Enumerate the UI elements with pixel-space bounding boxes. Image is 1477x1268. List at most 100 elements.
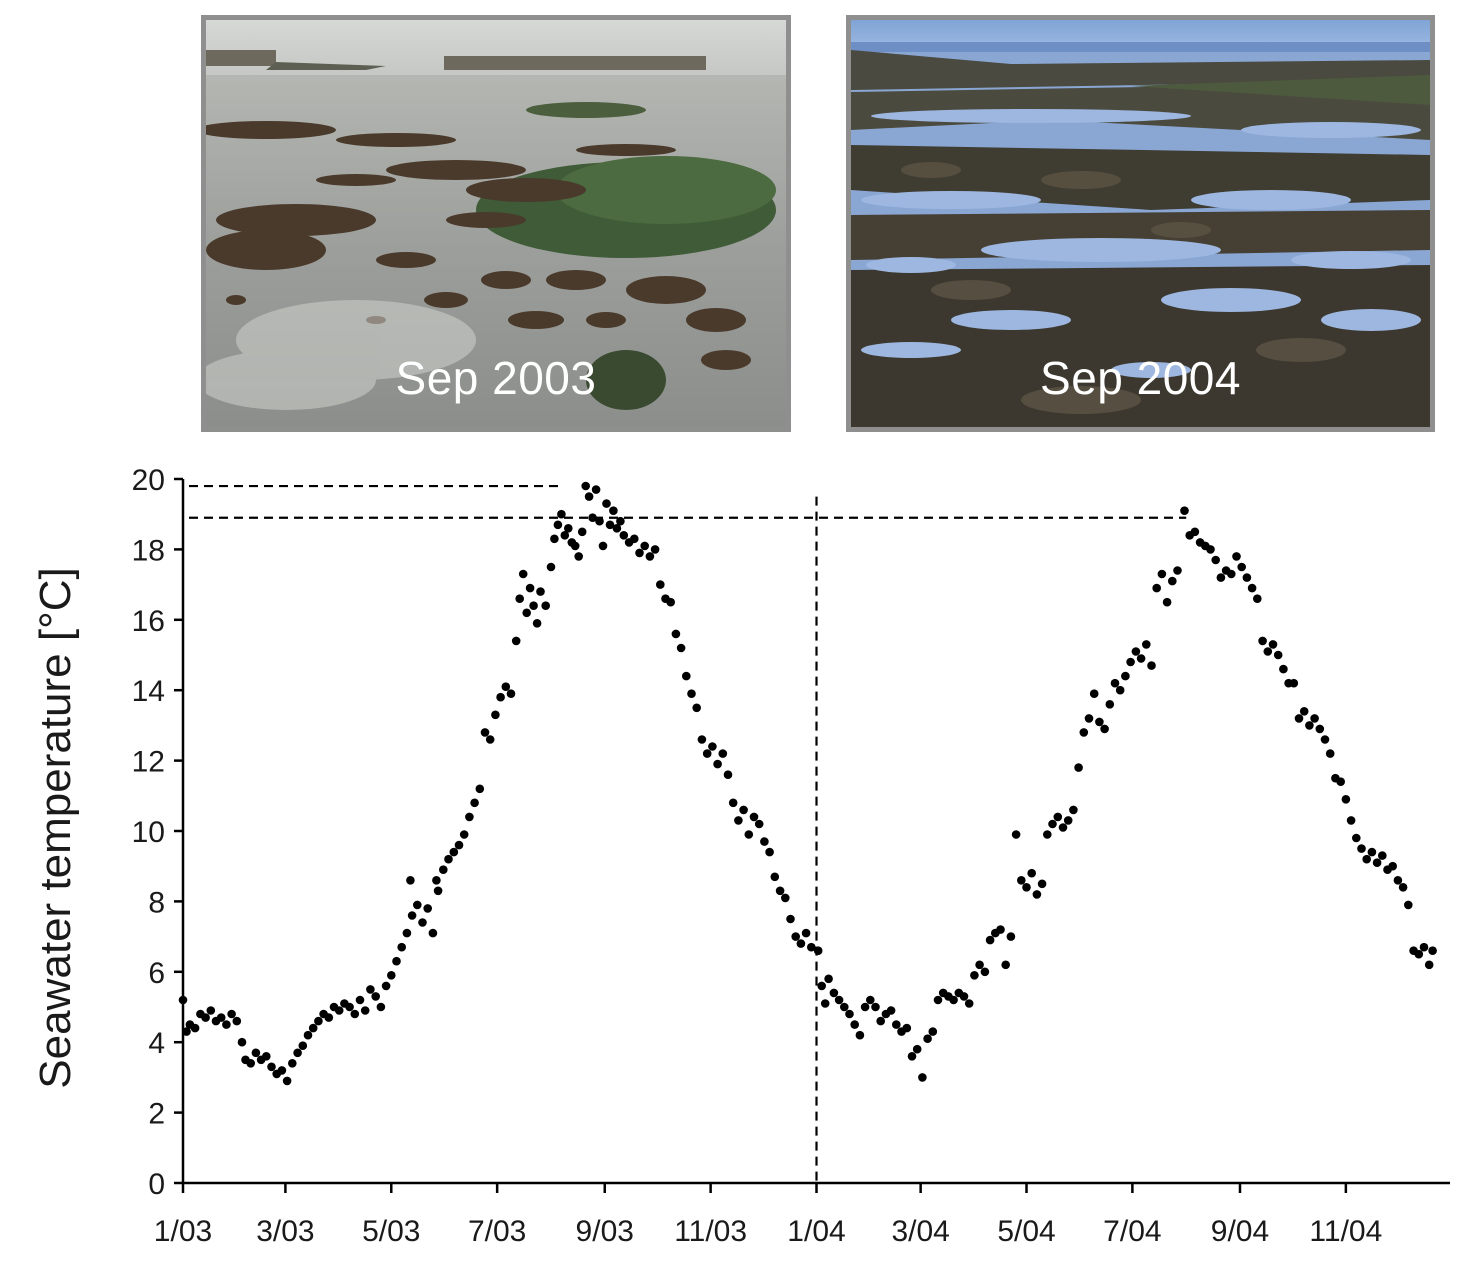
data-point (251, 1048, 261, 1058)
tidal-flat-sparse-algae-picture (206, 20, 786, 427)
data-point (423, 904, 433, 913)
data-point (439, 865, 448, 874)
data-point (459, 830, 469, 839)
data-point (754, 819, 764, 829)
x-tick-label: 7/04 (1103, 1215, 1161, 1248)
data-point (1011, 830, 1021, 839)
data-point (697, 735, 707, 744)
data-point (791, 932, 800, 941)
data-point (786, 914, 795, 924)
data-point (619, 531, 629, 540)
data-point (1325, 749, 1335, 758)
data-point (602, 499, 611, 508)
data-point (616, 516, 625, 526)
data-point (1294, 714, 1304, 723)
data-point (813, 946, 823, 955)
data-point (1048, 819, 1057, 829)
data-point (723, 770, 733, 779)
data-point (1095, 717, 1104, 727)
data-point (293, 1048, 302, 1058)
photo-sep-2004: Sep 2004 (846, 15, 1435, 432)
data-point (1341, 795, 1351, 804)
data-point (824, 974, 833, 984)
data-point (692, 703, 701, 713)
data-point (564, 524, 573, 533)
data-point (511, 636, 521, 646)
photo-sep-2003: Sep 2003 (201, 15, 791, 432)
data-point (1180, 506, 1189, 515)
data-point (1173, 566, 1182, 575)
y-tick-label: 4 (148, 1027, 165, 1060)
y-tick-label: 2 (148, 1098, 165, 1131)
data-point (807, 942, 816, 952)
y-tick-label: 16 (132, 605, 165, 638)
x-tick-label: 5/03 (362, 1215, 420, 1248)
data-point (1289, 678, 1299, 688)
x-tick-label: 1/04 (787, 1215, 845, 1248)
data-point (996, 925, 1005, 934)
data-point (734, 816, 743, 825)
data-point (1398, 883, 1408, 892)
data-point (324, 1013, 334, 1022)
data-point (1352, 833, 1361, 843)
data-point (975, 960, 984, 970)
data-point (781, 893, 790, 903)
data-point (1032, 890, 1042, 899)
data-point (334, 1006, 344, 1015)
data-point (666, 597, 675, 607)
data-point (584, 492, 594, 501)
data-point (350, 1009, 360, 1019)
data-point (515, 594, 524, 603)
data-point (470, 798, 479, 808)
data-point (397, 942, 407, 952)
data-point (1414, 949, 1424, 959)
data-point (1152, 583, 1161, 593)
data-point (1121, 671, 1130, 681)
data-point (739, 805, 748, 815)
data-point (1404, 900, 1413, 910)
data-point (985, 935, 995, 945)
data-point (227, 1009, 236, 1019)
data-point (308, 1023, 318, 1033)
data-point (907, 1052, 917, 1061)
data-point (432, 876, 441, 885)
data-point (1017, 876, 1026, 885)
data-point (1110, 678, 1120, 688)
data-point (1100, 724, 1109, 734)
data-point (418, 918, 427, 927)
data-point (303, 1030, 313, 1040)
data-point (713, 759, 722, 769)
x-tick-label: 9/03 (576, 1215, 634, 1248)
data-point (491, 710, 500, 720)
data-point (1142, 640, 1151, 649)
data-point (708, 742, 717, 751)
data-point (834, 995, 844, 1005)
data-point (718, 749, 728, 758)
data-point (886, 1006, 896, 1015)
data-point (650, 545, 660, 554)
data-point (522, 608, 531, 618)
data-point (964, 999, 974, 1008)
data-point (581, 481, 590, 491)
data-point (598, 541, 608, 551)
data-point (1372, 858, 1382, 867)
x-tick-label: 9/04 (1211, 1215, 1269, 1248)
data-point (216, 1013, 226, 1022)
data-point (392, 956, 401, 966)
data-point (760, 837, 769, 846)
data-point (201, 1013, 210, 1022)
data-point (355, 995, 365, 1005)
data-point (206, 1006, 216, 1015)
data-point (959, 992, 969, 1001)
data-point (1232, 552, 1241, 561)
data-point (454, 840, 464, 850)
data-point (949, 995, 958, 1005)
data-point (406, 876, 415, 885)
data-point (1273, 650, 1283, 660)
data-point (1079, 728, 1089, 737)
data-point (1357, 844, 1366, 853)
data-point (1211, 555, 1220, 565)
data-point (387, 971, 396, 980)
data-point (1263, 647, 1273, 656)
data-point (671, 629, 681, 639)
